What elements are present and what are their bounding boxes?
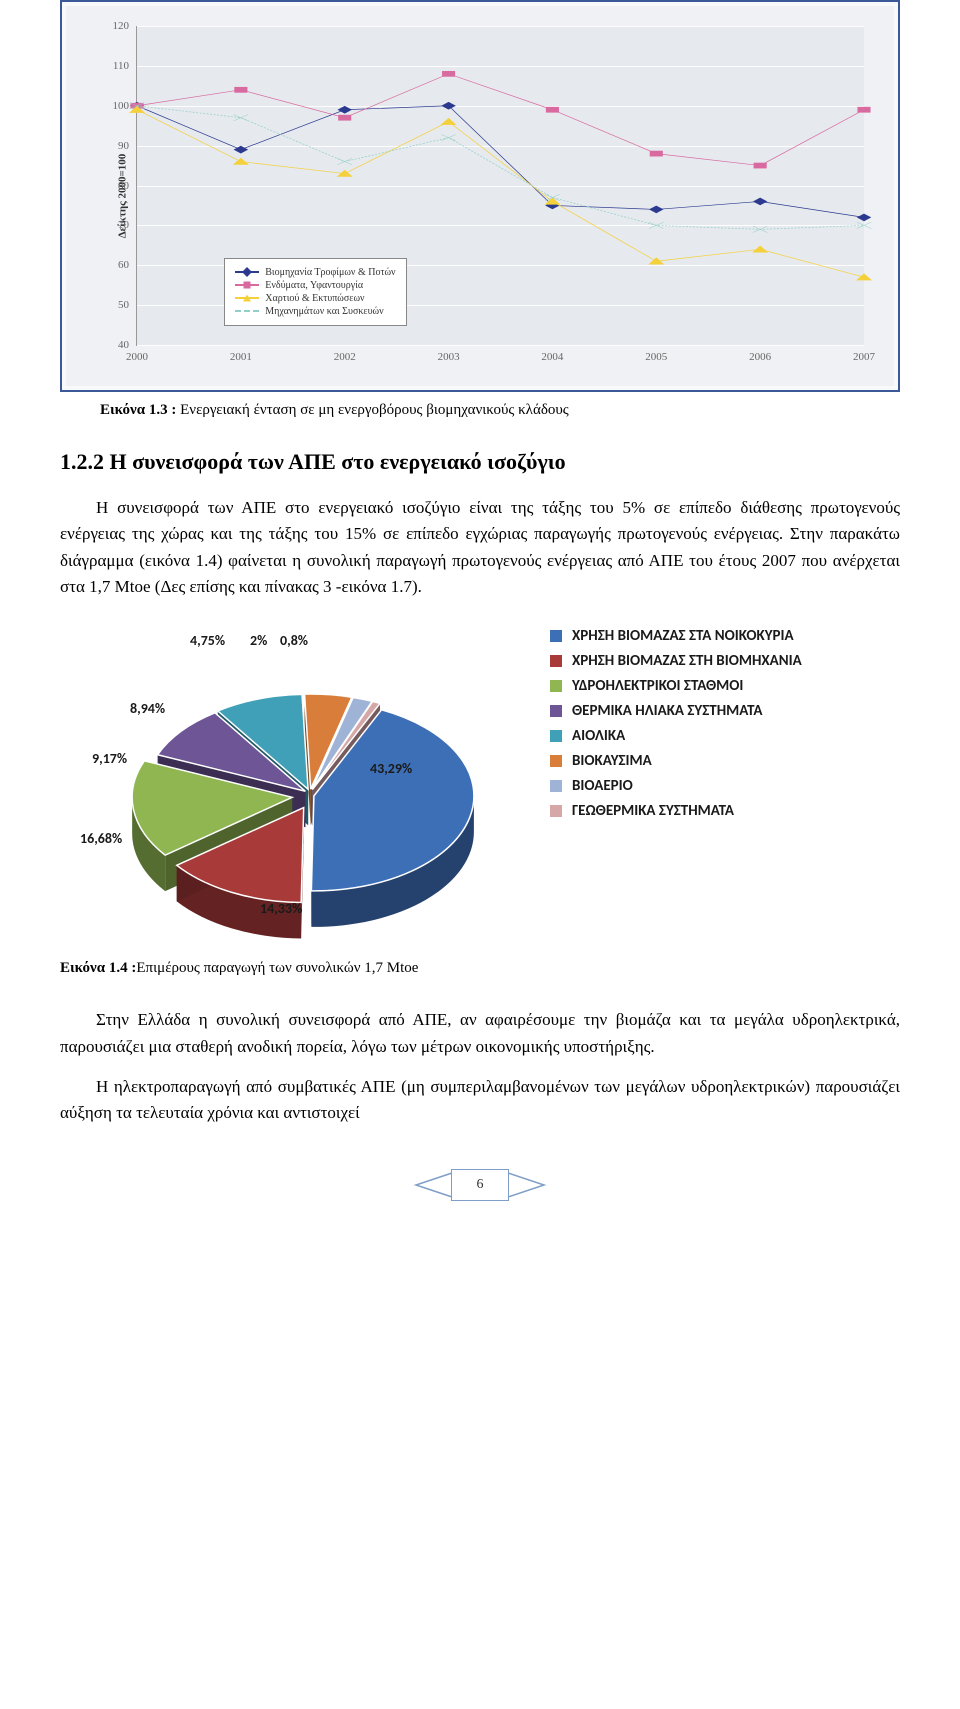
x-tick: 2004	[541, 345, 563, 363]
section-heading: 1.2.2 Η συνεισφορά των ΑΠΕ στο ενεργειακ…	[60, 449, 900, 475]
y-tick: 50	[118, 299, 137, 311]
pie-legend: ΧΡΗΣΗ ΒΙΟΜΑΖΑΣ ΣΤΑ ΝΟΙΚΟΚΥΡΙΑ ΧΡΗΣΗ ΒΙΟΜΑ…	[550, 620, 802, 827]
pie-legend-item: ΧΡΗΣΗ ΒΙΟΜΑΖΑΣ ΣΤΑ ΝΟΙΚΟΚΥΡΙΑ	[550, 627, 802, 645]
pie-legend-item: ΥΔΡΟΗΛΕΚΤΡΙΚΟΙ ΣΤΑΘΜΟΙ	[550, 677, 802, 695]
y-tick: 60	[118, 259, 137, 271]
page-number-ribbon: 6	[60, 1167, 900, 1203]
pie-slice-label: 4,75%	[190, 632, 225, 649]
pie-legend-item: ΓΕΩΘΕΡΜΙΚΑ ΣΥΣΤΗΜΑΤΑ	[550, 802, 802, 820]
pie-legend-item: ΘΕΡΜΙΚΑ ΗΛΙΑΚΑ ΣΥΣΤΗΜΑΤΑ	[550, 702, 802, 720]
x-tick: 2006	[749, 345, 771, 363]
line-chart-legend: Βιομηχανία Τροφίμων & ΠοτώνΕνδύματα, Υφα…	[224, 258, 406, 326]
x-tick: 2007	[853, 345, 875, 363]
figure-1-4-caption: Εικόνα 1.4 :Επιμέρους παραγωγή των συνολ…	[60, 960, 900, 977]
paragraph-3: Η ηλεκτροπαραγωγή από συμβατικές ΑΠΕ (μη…	[60, 1074, 900, 1127]
pie-chart-block: 4,75%2%0,8%8,94%9,17%16,68%14,33%43,29% …	[60, 620, 900, 950]
pie-slice-label: 8,94%	[130, 700, 165, 717]
x-tick: 2000	[126, 345, 148, 363]
pie-slice-label: 14,33%	[260, 900, 302, 917]
pie-slice-label: 16,68%	[80, 830, 122, 847]
pie-slice-label: 0,8%	[280, 632, 308, 649]
y-tick: 120	[113, 20, 138, 32]
paragraph-1: Η συνεισφορά των ΑΠΕ στο ενεργειακό ισοζ…	[60, 495, 900, 600]
page-number: 6	[451, 1169, 509, 1201]
y-tick: 80	[118, 180, 137, 192]
pie-slice-label: 9,17%	[92, 750, 127, 767]
caption-2-text: Επιμέρους παραγωγή των συνολικών 1,7 Mto…	[136, 960, 418, 976]
caption-1-text: Ενεργειακή ένταση σε μη ενεργοβόρους βιο…	[176, 402, 568, 418]
pie-legend-item: ΒΙΟΑΕΡΙΟ	[550, 777, 802, 795]
pie-legend-item: ΧΡΗΣΗ ΒΙΟΜΑΖΑΣ ΣΤΗ ΒΙΟΜΗΧΑΝΙΑ	[550, 652, 802, 670]
pie-chart: 4,75% 2% 0,8% 8,94% 9,17% 16,68% 14,33% 43,29%	[60, 620, 520, 940]
x-tick: 2002	[334, 345, 356, 363]
x-tick: 2001	[230, 345, 252, 363]
line-chart: Δείκτης 2000=100 40506070809010011012020…	[66, 6, 894, 386]
paragraph-2: Στην Ελλάδα η συνολική συνεισφορά από ΑΠ…	[60, 1007, 900, 1060]
line-chart-frame: Δείκτης 2000=100 40506070809010011012020…	[60, 0, 900, 392]
y-tick: 90	[118, 140, 137, 152]
pie-legend-item: ΒΙΟΚΑΥΣΙΜΑ	[550, 752, 802, 770]
caption-2-bold: Εικόνα 1.4 :	[60, 960, 136, 976]
plot-area: 4050607080901001101202000200120022003200…	[136, 26, 864, 346]
x-tick: 2003	[438, 345, 460, 363]
pie-legend-item: ΑΙΟΛΙΚΑ	[550, 727, 802, 745]
y-tick: 70	[118, 219, 137, 231]
y-tick: 110	[113, 60, 137, 72]
x-tick: 2005	[645, 345, 667, 363]
pie-slice-label: 2%	[250, 632, 267, 649]
figure-1-3-caption: Εικόνα 1.3 : Ενεργειακή ένταση σε μη ενε…	[100, 402, 900, 419]
caption-1-bold: Εικόνα 1.3 :	[100, 402, 176, 418]
pie-slice-label: 43,29%	[370, 760, 412, 777]
